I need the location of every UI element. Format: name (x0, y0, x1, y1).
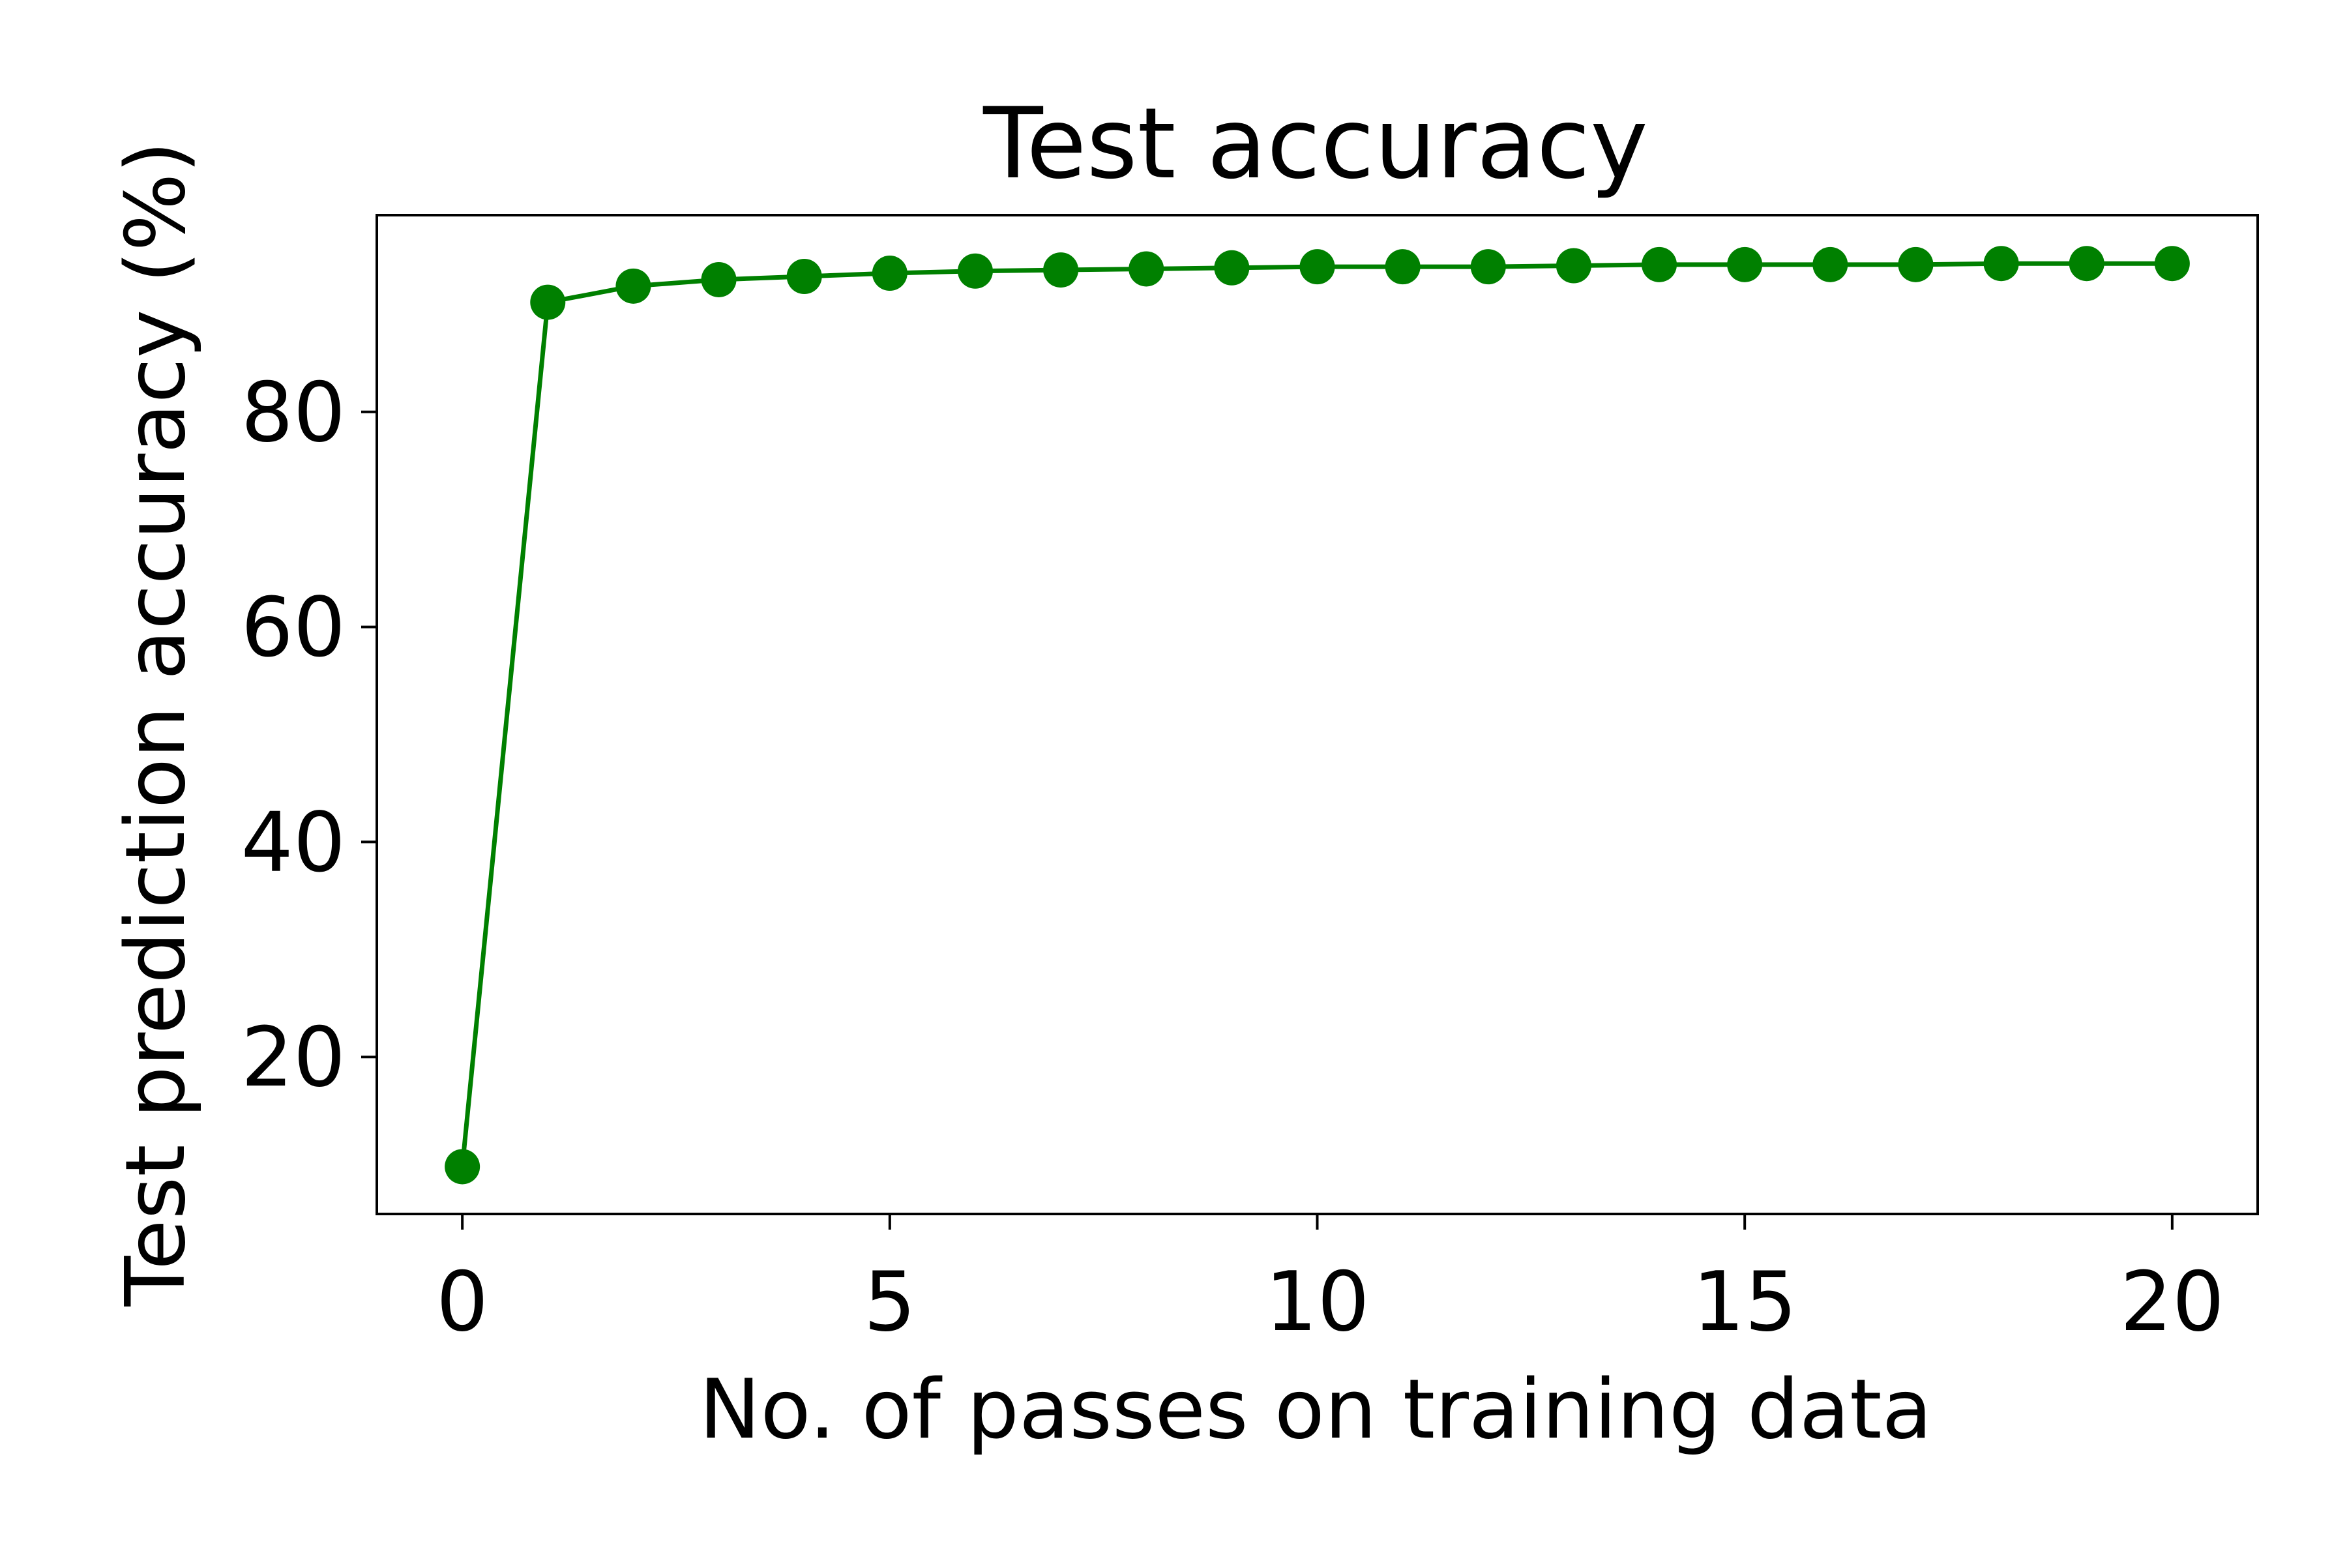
data-point (957, 253, 993, 289)
data-point (1898, 246, 1934, 282)
x-tick-label: 0 (436, 1254, 488, 1350)
y-axis-label: Test prediction accuracy (%) (108, 141, 203, 1307)
data-point (1556, 248, 1591, 284)
data-point (1642, 246, 1677, 282)
data-point (1812, 246, 1848, 282)
data-point (872, 256, 908, 291)
x-tick-label: 10 (1265, 1254, 1369, 1350)
x-axis-ticks: 0 5 10 15 20 (436, 1214, 2224, 1350)
series-layer (445, 246, 2190, 1185)
chart-title: Test accuracy (982, 87, 1648, 201)
data-point (1470, 249, 1506, 285)
x-tick-label: 20 (2120, 1254, 2224, 1350)
y-tick-label: 40 (241, 794, 346, 890)
data-point (445, 1149, 480, 1185)
data-point (1385, 249, 1421, 285)
data-point (615, 268, 651, 304)
y-tick-label: 20 (241, 1009, 346, 1105)
x-axis-label: No. of passes on training data (699, 1361, 1932, 1457)
data-point (1299, 249, 1335, 285)
y-axis-ticks: 20 40 60 80 (241, 364, 377, 1105)
data-point (1983, 246, 2019, 282)
data-point (1214, 250, 1250, 286)
y-tick-label: 80 (241, 364, 346, 460)
x-tick-label: 15 (1692, 1254, 1797, 1350)
data-point (701, 261, 737, 297)
data-point (786, 258, 822, 294)
data-point (2069, 246, 2104, 282)
plot-area-frame (376, 214, 2259, 1215)
x-tick-label: 5 (864, 1254, 916, 1350)
y-tick-label: 60 (241, 580, 346, 675)
data-point (530, 284, 566, 320)
data-point (1727, 246, 1763, 282)
data-point (2154, 246, 2190, 282)
data-point (1129, 251, 1164, 287)
data-point (1043, 252, 1079, 288)
